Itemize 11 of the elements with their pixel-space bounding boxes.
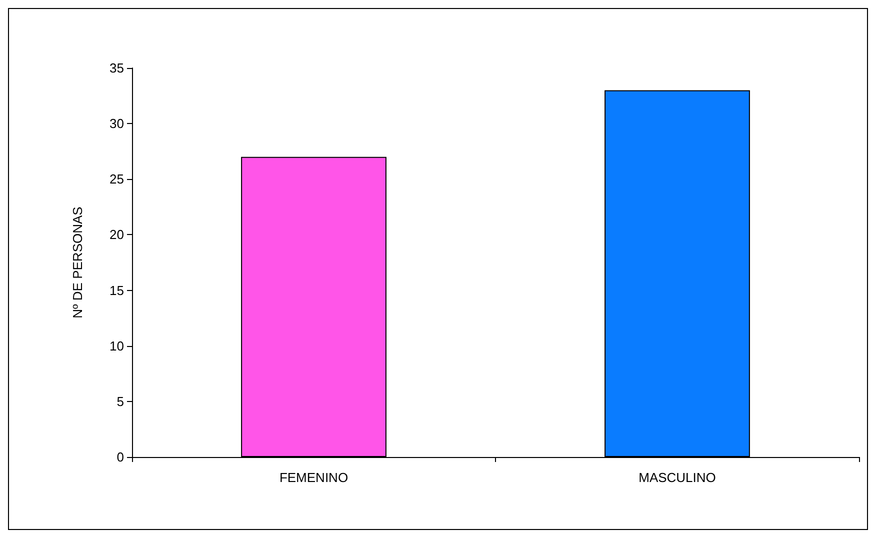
y-axis-title: Nº DE PERSONAS — [70, 206, 85, 318]
x-tick-label: FEMENINO — [279, 470, 348, 485]
y-tick-label: 25 — [110, 172, 124, 187]
y-tick-label: 5 — [116, 394, 124, 409]
y-tick-label: 15 — [110, 282, 124, 298]
y-tick-label: 30 — [110, 116, 124, 132]
y-tick-label: 35 — [110, 60, 124, 76]
y-tick-label: 20 — [110, 227, 124, 242]
y-tick-label: 0 — [116, 450, 124, 464]
y-tick-label: 10 — [110, 338, 124, 354]
x-tick-label: MASCULINO — [638, 470, 716, 485]
